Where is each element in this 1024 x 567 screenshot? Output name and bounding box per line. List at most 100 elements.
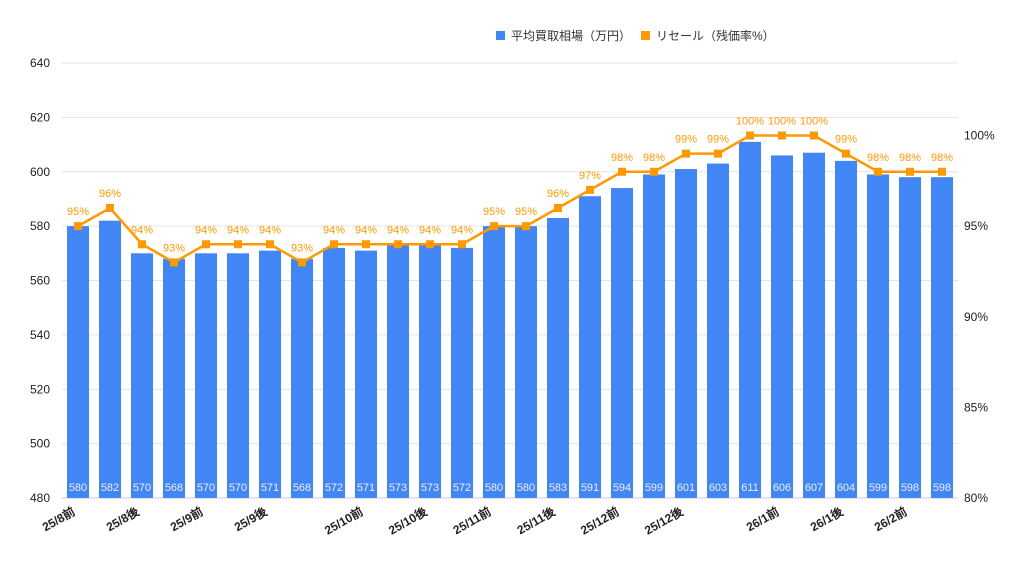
bar-data-label: 572 — [325, 482, 343, 494]
bar — [707, 163, 729, 498]
line-point — [746, 131, 754, 140]
x-tick-label: 25/11前 — [450, 504, 493, 538]
bar — [99, 220, 121, 498]
line-data-label: 100% — [768, 116, 796, 128]
bar-data-label: 570 — [229, 482, 247, 494]
line-data-label: 99% — [707, 134, 729, 146]
line-data-label: 95% — [67, 206, 89, 218]
bar — [547, 217, 569, 498]
bar-data-label: 580 — [485, 482, 503, 494]
bar — [291, 258, 313, 498]
x-tick-label: 26/2前 — [871, 504, 909, 535]
bar-data-label: 598 — [901, 482, 919, 494]
y-tick-label: 540 — [30, 328, 50, 342]
y2-tick-label: 100% — [964, 129, 995, 143]
line-point — [842, 149, 850, 158]
bar — [611, 188, 633, 498]
y-tick-label: 620 — [30, 110, 50, 124]
line-point — [298, 258, 306, 267]
line-point — [938, 167, 946, 176]
line-data-label: 98% — [931, 152, 953, 164]
bar-data-label: 568 — [293, 482, 311, 494]
line-data-label: 100% — [800, 116, 828, 128]
bar-data-label: 606 — [773, 482, 791, 494]
bar — [771, 155, 793, 498]
line-data-label: 98% — [899, 152, 921, 164]
line-point — [170, 258, 178, 267]
line-point — [266, 240, 274, 249]
bar-data-label: 598 — [933, 482, 951, 494]
bar-data-label: 573 — [421, 482, 439, 494]
bar — [803, 152, 825, 498]
line-point — [234, 240, 242, 249]
y-tick-label: 640 — [30, 56, 50, 70]
line-data-label: 94% — [131, 224, 153, 236]
bar — [419, 245, 441, 498]
bar — [195, 253, 217, 498]
line-data-label: 99% — [675, 134, 697, 146]
bar — [739, 141, 761, 498]
x-tick-label: 26/1後 — [807, 503, 846, 534]
line-point — [426, 240, 434, 249]
line-path — [77, 134, 942, 264]
line-data-label: 93% — [163, 242, 185, 254]
x-tick-label: 25/12後 — [642, 503, 687, 538]
y-tick-label: 600 — [30, 165, 50, 179]
line-point — [138, 240, 146, 249]
bar — [67, 226, 89, 498]
bar-data-label: 568 — [165, 482, 183, 494]
x-tick-label: 25/10後 — [386, 503, 431, 538]
bar — [867, 174, 889, 498]
bar — [515, 226, 537, 498]
line-data-label: 99% — [835, 134, 857, 146]
line-point — [618, 167, 626, 176]
line-point — [682, 149, 690, 158]
bars: 580 582 570 568 570 570 571 568 572 571 573 573 572 5… — [67, 141, 953, 498]
line-data-label: 94% — [195, 224, 217, 236]
line-point — [906, 167, 914, 176]
bar-data-label: 599 — [869, 482, 887, 494]
bar-data-label: 570 — [197, 482, 215, 494]
line-data-label: 96% — [99, 188, 121, 200]
bar — [835, 160, 857, 498]
line-data-label: 98% — [611, 152, 633, 164]
line-data-label: 94% — [355, 224, 377, 236]
bar — [451, 247, 473, 498]
legend-label-bar: 平均買取相場（万円） — [511, 29, 631, 43]
bar — [355, 250, 377, 498]
legend-label-line: リセール（残価率%） — [656, 28, 775, 43]
line-point — [778, 131, 786, 140]
line-point — [650, 167, 658, 176]
line-point — [394, 240, 402, 249]
line-data-label: 95% — [483, 206, 505, 218]
y-tick-label: 480 — [30, 491, 50, 505]
line-data-label: 94% — [387, 224, 409, 236]
bar — [387, 245, 409, 498]
bar-data-label: 571 — [261, 482, 279, 494]
line-point — [362, 240, 370, 249]
bar — [675, 169, 697, 498]
line-data-label: 97% — [579, 170, 601, 182]
resale-line: 95% 96% 94% 93% 94% 94% 94% 93% 94% 94% 94% 94% 94% 9… — [67, 116, 953, 267]
y2-tick-label: 80% — [964, 491, 988, 505]
line-point — [714, 149, 722, 158]
bar-data-label: 583 — [549, 482, 567, 494]
bar — [131, 253, 153, 498]
line-data-label: 93% — [291, 242, 313, 254]
bar-data-label: 571 — [357, 482, 375, 494]
y-tick-label: 560 — [30, 274, 50, 288]
line-data-label: 96% — [547, 188, 569, 200]
y-tick-label: 580 — [30, 219, 50, 233]
bar-data-label: 607 — [805, 482, 823, 494]
x-tick-label: 25/9後 — [231, 503, 270, 534]
bar — [259, 250, 281, 498]
x-tick-label: 25/8後 — [103, 503, 142, 534]
legend-swatch-line — [641, 31, 650, 40]
line-point — [874, 167, 882, 176]
y2-tick-label: 90% — [964, 310, 988, 324]
line-point — [330, 240, 338, 249]
line-data-label: 100% — [736, 116, 764, 128]
bar — [483, 226, 505, 498]
line-point — [458, 240, 466, 249]
line-point — [810, 131, 818, 140]
